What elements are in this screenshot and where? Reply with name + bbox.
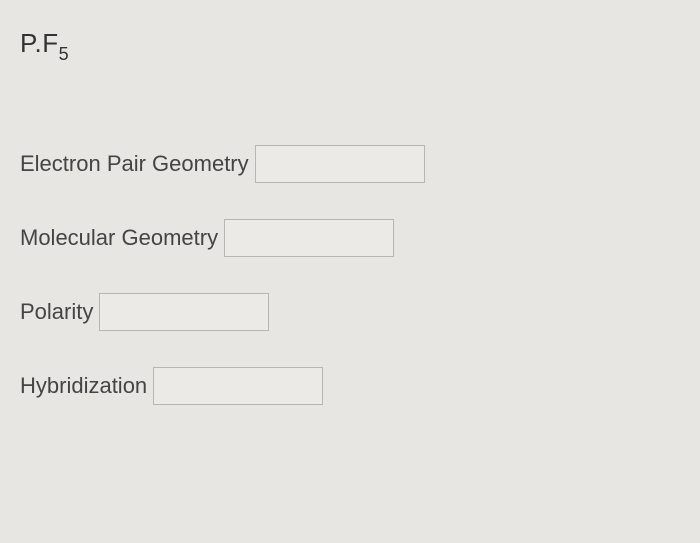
input-polarity[interactable] [99, 293, 269, 331]
row-electron-pair-geometry: Electron Pair Geometry [20, 145, 680, 183]
row-hybridization: Hybridization [20, 367, 680, 405]
formula-base: P.F [20, 28, 59, 58]
row-polarity: Polarity [20, 293, 680, 331]
formula-subscript: 5 [59, 44, 70, 64]
label-hybridization: Hybridization [20, 373, 147, 399]
label-electron-pair-geometry: Electron Pair Geometry [20, 151, 249, 177]
label-molecular-geometry: Molecular Geometry [20, 225, 218, 251]
row-molecular-geometry: Molecular Geometry [20, 219, 680, 257]
question-panel: P.F5 Electron Pair Geometry Molecular Ge… [0, 0, 700, 469]
label-polarity: Polarity [20, 299, 93, 325]
input-molecular-geometry[interactable] [224, 219, 394, 257]
input-electron-pair-geometry[interactable] [255, 145, 425, 183]
compound-formula: P.F5 [20, 28, 680, 63]
input-hybridization[interactable] [153, 367, 323, 405]
